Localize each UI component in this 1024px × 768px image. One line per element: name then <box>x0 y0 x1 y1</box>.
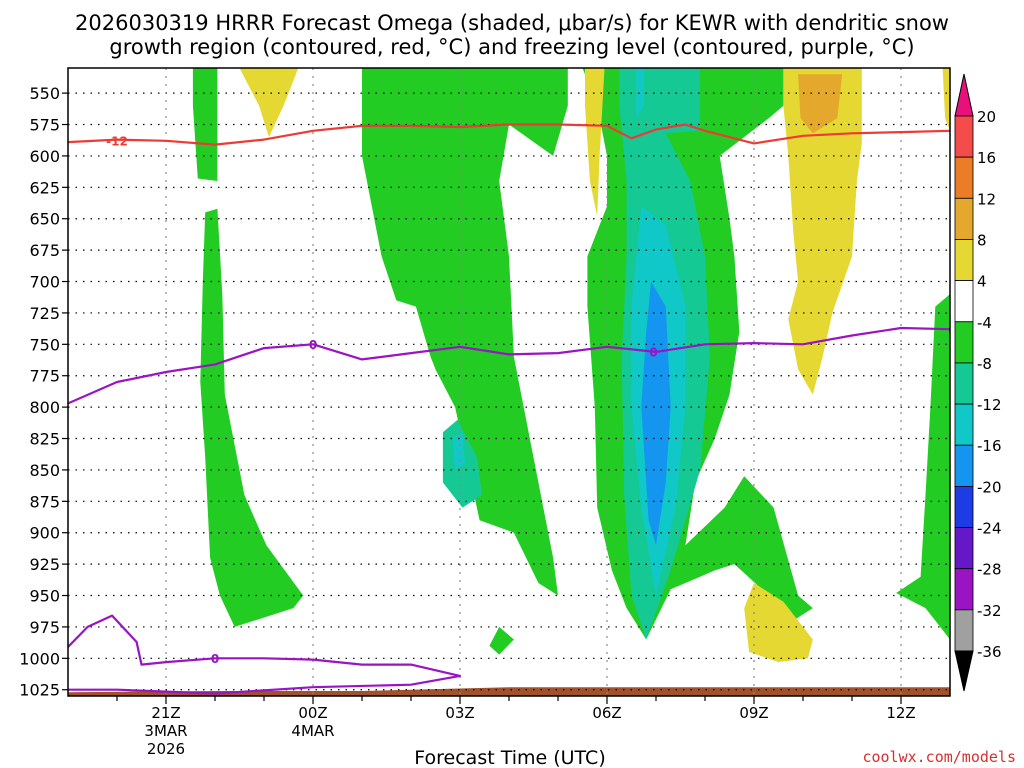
colorbar-band <box>954 362 974 405</box>
colorbar-label: 20 <box>977 108 996 126</box>
contour-label: 0 <box>649 345 657 359</box>
y-tick-label: 700 <box>29 273 60 292</box>
y-tick-label: 1000 <box>19 649 60 668</box>
omega-region-neg12-b <box>636 68 644 119</box>
colorbar-label: -12 <box>977 396 1002 414</box>
x-tick-label: 21Z <box>151 704 180 722</box>
colorbar-label: -24 <box>977 520 1002 538</box>
colorbar-label: -20 <box>977 478 1002 496</box>
omega-region-neg4-f <box>896 294 950 640</box>
contours: -12 0 0 0 <box>68 123 950 695</box>
colorbar-band <box>954 527 974 570</box>
x-tick-sublabel: 2026 <box>147 740 185 758</box>
colorbar-band <box>954 444 974 487</box>
colorbar-band <box>954 156 974 199</box>
y-tick-label: 600 <box>29 147 60 166</box>
y-tick-label: 775 <box>29 367 60 386</box>
y-tick-label: 1025 <box>19 681 60 700</box>
omega-region-neg16-a <box>641 281 671 546</box>
contour-label: -12 <box>106 134 128 148</box>
contour-label: 0 <box>309 338 317 352</box>
colorbar-band <box>954 568 974 611</box>
y-tick-label: 675 <box>29 241 60 260</box>
y-tick-label: 625 <box>29 178 60 197</box>
x-tick-label: 00Z <box>298 704 327 722</box>
colorbar-label: -4 <box>977 314 992 332</box>
contour-line <box>68 326 950 405</box>
y-tick-label: 725 <box>29 304 60 323</box>
colorbar-label: 12 <box>977 190 996 208</box>
omega-region-neg4-b <box>200 208 304 627</box>
colorbar-label: 4 <box>977 273 987 291</box>
contour-line <box>68 123 950 146</box>
colorbar-label: 8 <box>977 231 987 249</box>
y-tick-label: 875 <box>29 492 60 511</box>
chart-title-line-1: 2026030319 HRRR Forecast Omega (shaded, … <box>75 11 949 35</box>
y-tick-label: 575 <box>29 116 60 135</box>
colorbar-band <box>954 197 974 240</box>
colorbar-label: -36 <box>977 643 1002 661</box>
contour-line <box>68 614 462 695</box>
colorbar-label: -28 <box>977 561 1002 579</box>
x-tick-label: 06Z <box>592 704 621 722</box>
credit-text: coolwx.com/models <box>862 748 1016 766</box>
colorbar-label: -32 <box>977 602 1002 620</box>
colorbar-band <box>954 321 974 364</box>
y-tick-label: 750 <box>29 335 60 354</box>
omega-region-neg4-e <box>489 626 514 655</box>
omega-region-pos8-a <box>798 74 843 134</box>
y-tick-label: 800 <box>29 398 60 417</box>
omega-region-neg4-c <box>362 68 568 596</box>
omega-region-pos4-e <box>942 68 950 131</box>
colorbar-band <box>954 403 974 446</box>
y-tick-label: 925 <box>29 555 60 574</box>
colorbar-band <box>954 115 974 158</box>
colorbar: 20 16 12 8 4 -4 -8 -12 -16 -20 -24 -28 -32 -36 <box>954 73 1002 692</box>
contour-label: 0 <box>211 652 219 666</box>
x-tick-label: 09Z <box>739 704 768 722</box>
omega-region-pos4-a <box>239 68 299 138</box>
colorbar-label: -8 <box>977 355 992 373</box>
colorbar-label: 16 <box>977 149 996 167</box>
x-axis-label: Forecast Time (UTC) <box>414 747 605 768</box>
colorbar-label: -16 <box>977 437 1002 455</box>
x-tick-sublabel: 3MAR <box>144 722 187 740</box>
omega-region-neg4-a <box>192 68 218 181</box>
colorbar-band <box>954 485 974 528</box>
omega-region-neg12-a <box>452 432 465 470</box>
chart-title-line-2: growth region (contoured, red, °C) and f… <box>109 35 914 59</box>
x-tick-label: 12Z <box>886 704 915 722</box>
y-tick-label: 950 <box>29 587 60 606</box>
y-tick-label: 550 <box>29 84 60 103</box>
x-tick-sublabel: 4MAR <box>291 722 334 740</box>
x-tick-label: 03Z <box>445 704 474 722</box>
omega-region-pos4-b <box>585 68 605 217</box>
y-tick-label: 850 <box>29 461 60 480</box>
y-tick-label: 900 <box>29 524 60 543</box>
colorbar-bottom-arrow <box>954 650 974 692</box>
y-tick-label: 650 <box>29 210 60 229</box>
colorbar-band <box>954 239 974 282</box>
y-tick-label: 825 <box>29 430 60 449</box>
omega-region-pos4-d <box>744 583 813 663</box>
y-axis: 550 575 600 625 650 675 700 725 750 775 800 825 850 8… <box>19 84 68 700</box>
colorbar-band <box>954 609 974 652</box>
y-tick-label: 975 <box>29 618 60 637</box>
colorbar-band <box>954 280 974 323</box>
